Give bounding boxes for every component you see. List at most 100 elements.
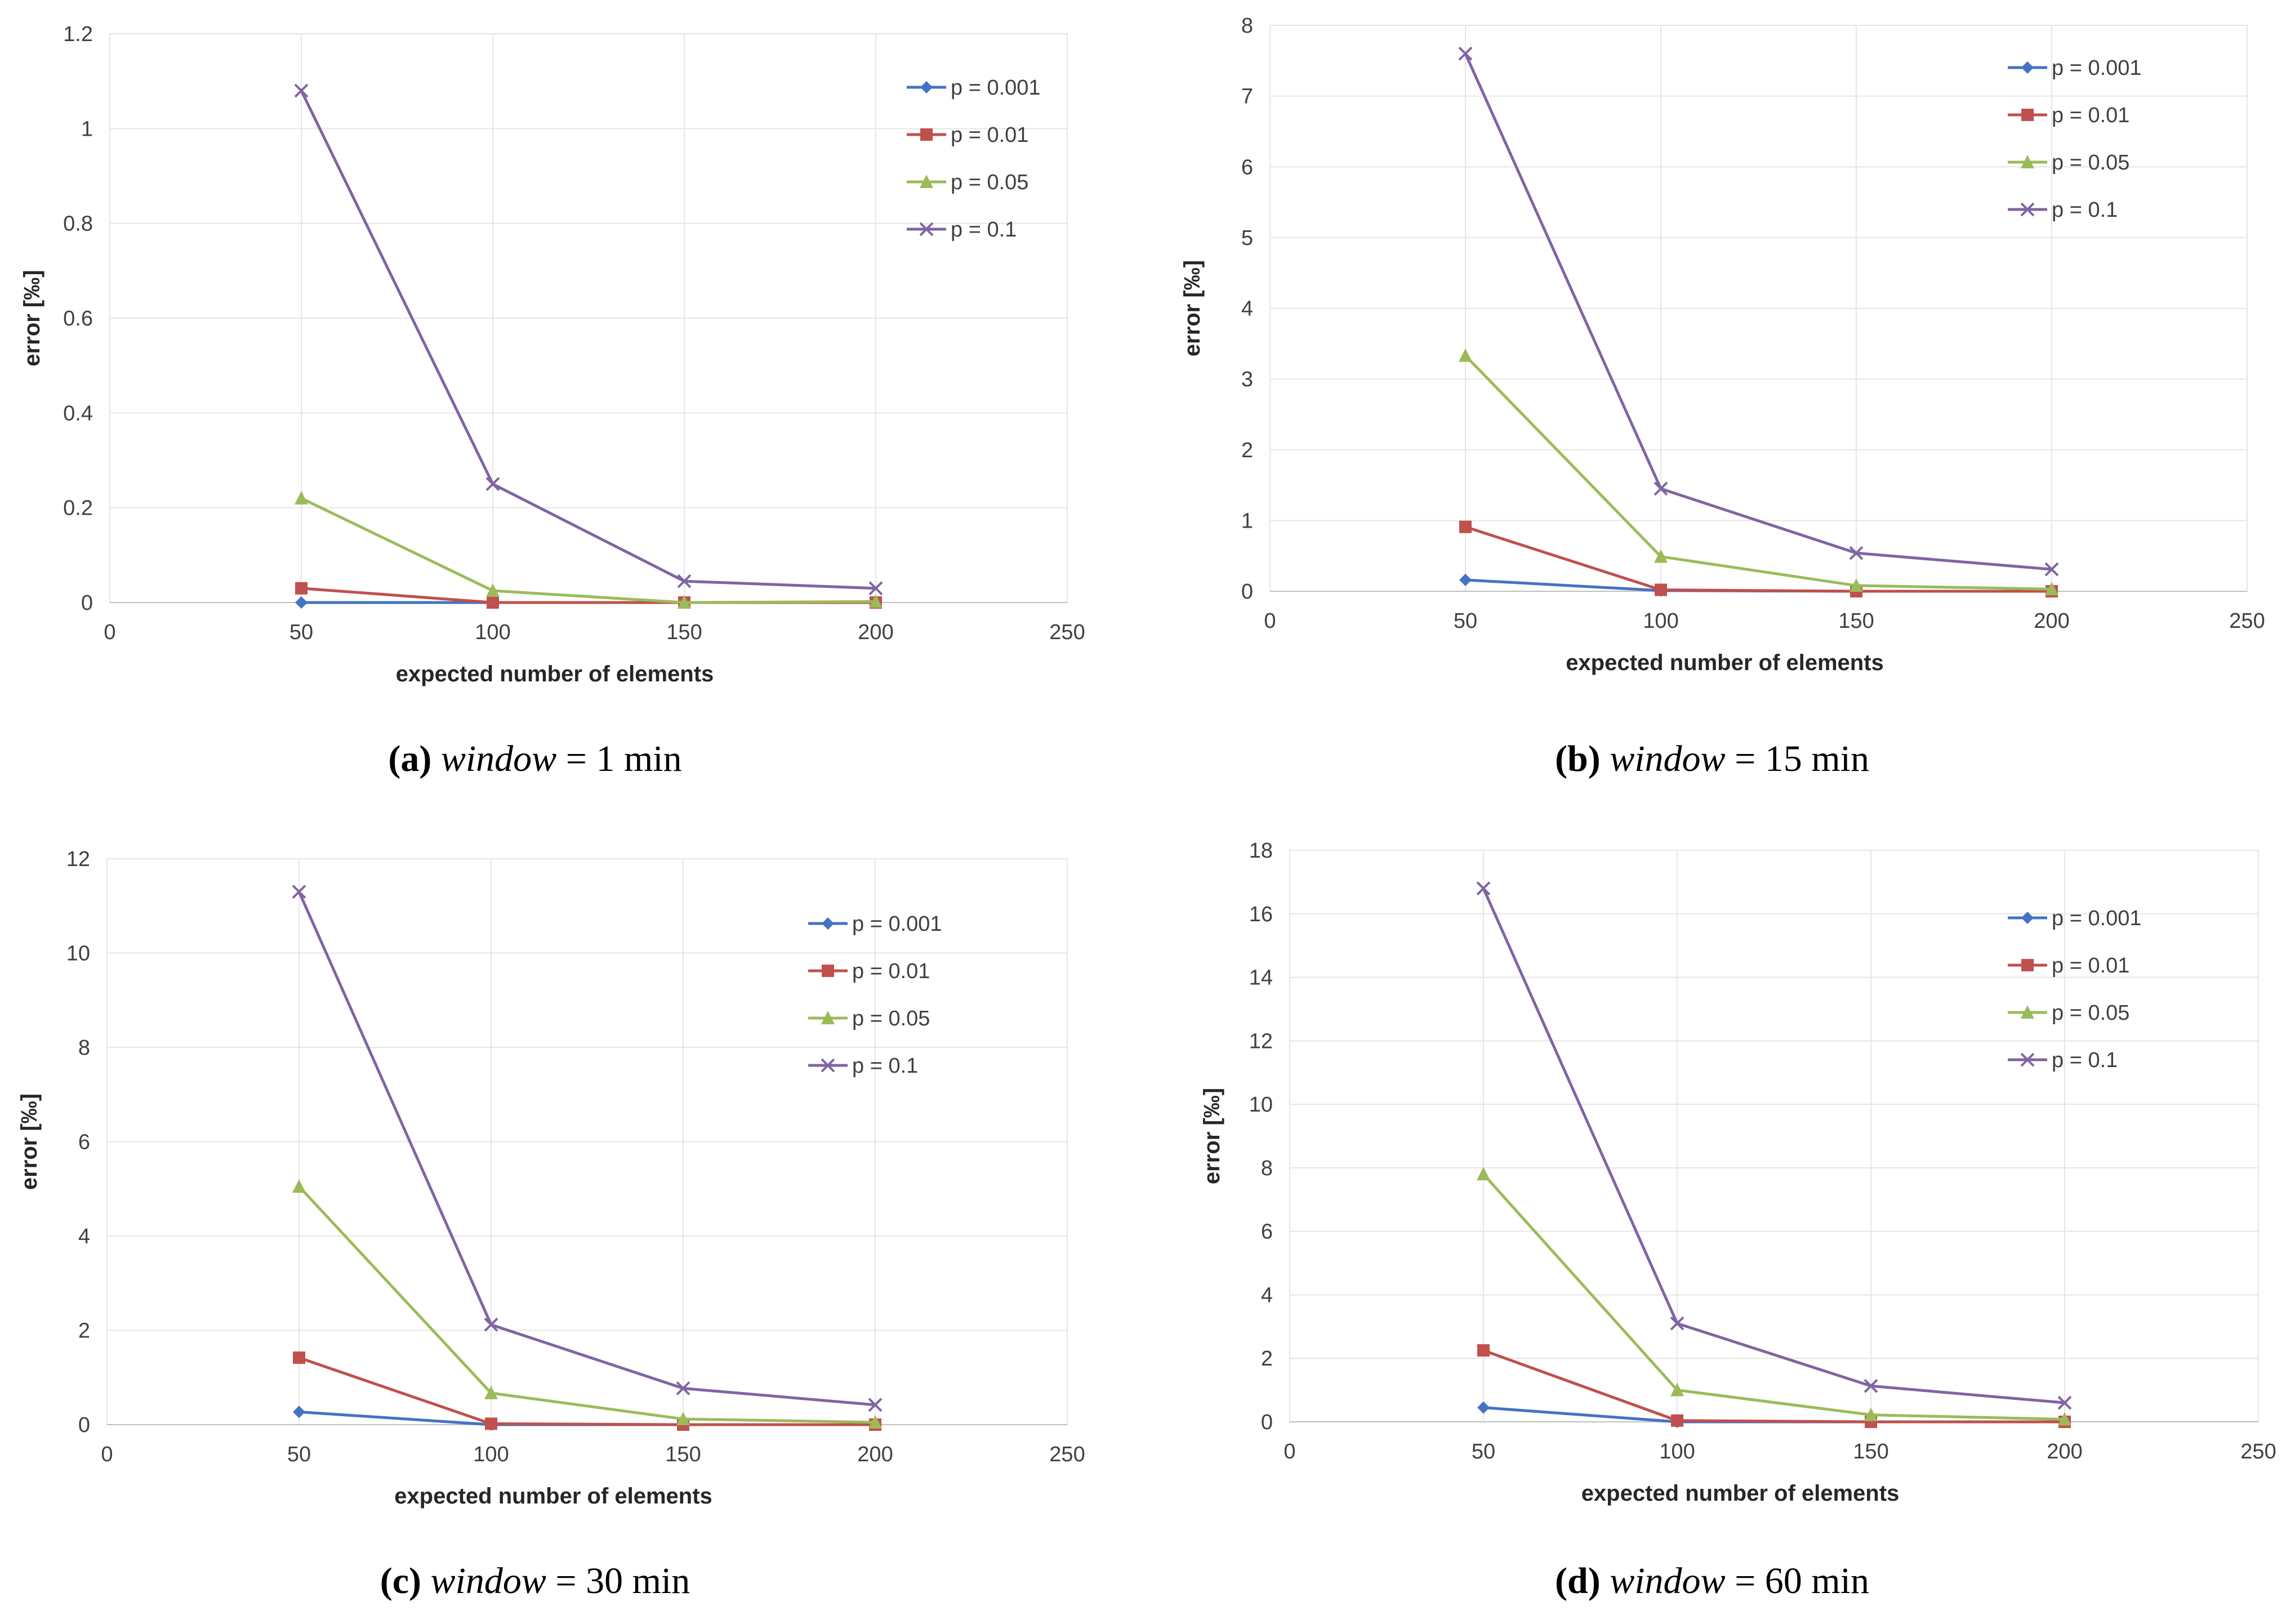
x-tick-label: 250 [2229, 609, 2265, 633]
legend-marker [2021, 155, 2034, 168]
x-tick-label: 250 [1049, 621, 1085, 644]
data-point [1655, 583, 1667, 596]
data-point [1864, 1407, 1878, 1421]
data-point [2044, 562, 2059, 577]
y-tick-label: 0 [81, 591, 93, 615]
series-line [298, 1410, 875, 1426]
legend-label: p = 0.01 [852, 960, 930, 983]
data-point [1864, 1378, 1878, 1393]
y-tick-label: 10 [66, 942, 90, 966]
data-point [1670, 1316, 1685, 1331]
series-p-0-01 [1459, 520, 2058, 597]
x-tick-label: 150 [665, 1443, 701, 1466]
series-line [298, 1356, 875, 1426]
legend-label: p = 0.01 [951, 123, 1028, 147]
x-tick-label: 200 [2034, 609, 2069, 633]
series-p-0-05 [295, 490, 883, 609]
x-tick-label: 200 [857, 1443, 893, 1466]
caption-a: (a) window = 1 min [0, 738, 1070, 780]
data-point [676, 1381, 690, 1395]
legend-marker [822, 917, 834, 930]
data-point [485, 477, 500, 491]
y-tick-label: 1 [1241, 509, 1253, 533]
line-chart-b: 0 1 2 3 4 5 6 7 8 0 50 100 150 200 250 expected number … [1180, 14, 2265, 675]
legend-label: p = 0.05 [2052, 1001, 2129, 1025]
y-tick-label: 2 [1261, 1347, 1273, 1371]
data-point [1477, 1401, 1490, 1414]
series-line [1464, 354, 2052, 591]
x-axis-title: expected number of elements [1581, 1481, 1900, 1506]
legend-label: p = 0.01 [2052, 954, 2129, 978]
x-tick-label: 100 [473, 1443, 509, 1466]
data-point [1459, 348, 1472, 362]
data-point [868, 1398, 883, 1412]
line-chart-a: 0 0.2 0.4 0.6 0.8 1 1.2 0 50 100 150 200 250 expected… [20, 23, 1085, 686]
data-point [1458, 46, 1473, 61]
series-p-0-001 [1459, 573, 2058, 597]
legend-label: p = 0.01 [2052, 104, 2129, 127]
legend-label: p = 0.05 [2052, 151, 2129, 175]
legend-marker [920, 175, 933, 188]
series-p-0-05 [292, 1179, 882, 1429]
legend: p = 0.001 p = 0.01 p = 0.05 p = 0.1 [808, 912, 942, 1078]
series-p-0-001 [293, 1406, 881, 1431]
y-axis-title: error [‰] [1180, 260, 1205, 356]
data-point [487, 596, 499, 609]
series-p-0-01 [293, 1351, 881, 1431]
y-axis-title: error [‰] [20, 270, 44, 366]
data-point [1477, 1344, 1490, 1357]
y-tick-label: 1.2 [63, 23, 93, 46]
y-tick-label: 2 [78, 1319, 90, 1343]
legend-marker [920, 81, 933, 93]
y-tick-label: 0.2 [63, 497, 93, 520]
caption-c: (c) window = 30 min [0, 1560, 1070, 1603]
x-tick-label: 0 [1264, 609, 1276, 633]
data-point [486, 583, 500, 597]
caption-variable: window [1610, 1560, 1726, 1601]
legend-label: p = 0.001 [2052, 56, 2142, 80]
legend-marker [2021, 959, 2034, 971]
y-tick-label: 16 [1249, 903, 1273, 926]
legend-label: p = 0.001 [852, 912, 942, 936]
data-point [2058, 1412, 2071, 1426]
x-tick-label: 200 [858, 621, 893, 644]
y-axis-title: error [‰] [17, 1094, 42, 1190]
caption-letter: (b) [1555, 738, 1601, 779]
legend-marker [920, 128, 933, 141]
data-point [293, 1351, 305, 1364]
y-tick-label: 7 [1241, 85, 1253, 109]
y-tick-label: 0 [1241, 580, 1253, 604]
legend-label: p = 0.05 [852, 1007, 930, 1030]
x-tick-label: 100 [475, 621, 510, 644]
data-point [484, 1318, 498, 1332]
x-tick-label: 150 [666, 621, 702, 644]
series-line [1482, 1173, 2065, 1421]
series-line [1483, 1349, 2065, 1424]
x-tick-label: 0 [101, 1443, 113, 1466]
data-point [1654, 481, 1668, 496]
data-point [295, 490, 308, 505]
legend-label: p = 0.001 [951, 76, 1041, 100]
caption-variable: window [1610, 738, 1726, 779]
series-p-0-1 [292, 885, 883, 1412]
y-tick-label: 0.4 [63, 401, 93, 425]
data-point [1850, 578, 1863, 592]
series-line [298, 1185, 876, 1424]
x-tick-label: 50 [289, 621, 313, 644]
y-tick-label: 4 [78, 1225, 90, 1248]
data-point [1654, 549, 1668, 563]
x-tick-label: 50 [1472, 1440, 1495, 1464]
y-tick-label: 18 [1249, 839, 1273, 863]
series-p-0-1 [294, 83, 883, 596]
legend-label: p = 0.05 [951, 171, 1028, 194]
caption-d: (d) window = 60 min [1177, 1560, 2247, 1603]
chart-panel-a: 0 0.2 0.4 0.6 0.8 1 1.2 0 50 100 150 200 250 expected… [0, 0, 1104, 779]
line-chart-d: 0 2 4 6 8 10 12 14 16 18 0 50 100 150 200 250 expected n… [1200, 839, 2276, 1506]
data-point [295, 596, 308, 609]
data-point [294, 83, 309, 98]
plot-area [1289, 850, 2259, 1422]
data-point [2045, 582, 2058, 596]
legend-label: p = 0.1 [2052, 198, 2118, 222]
legend-marker [919, 222, 934, 237]
series-line [1465, 525, 2052, 593]
